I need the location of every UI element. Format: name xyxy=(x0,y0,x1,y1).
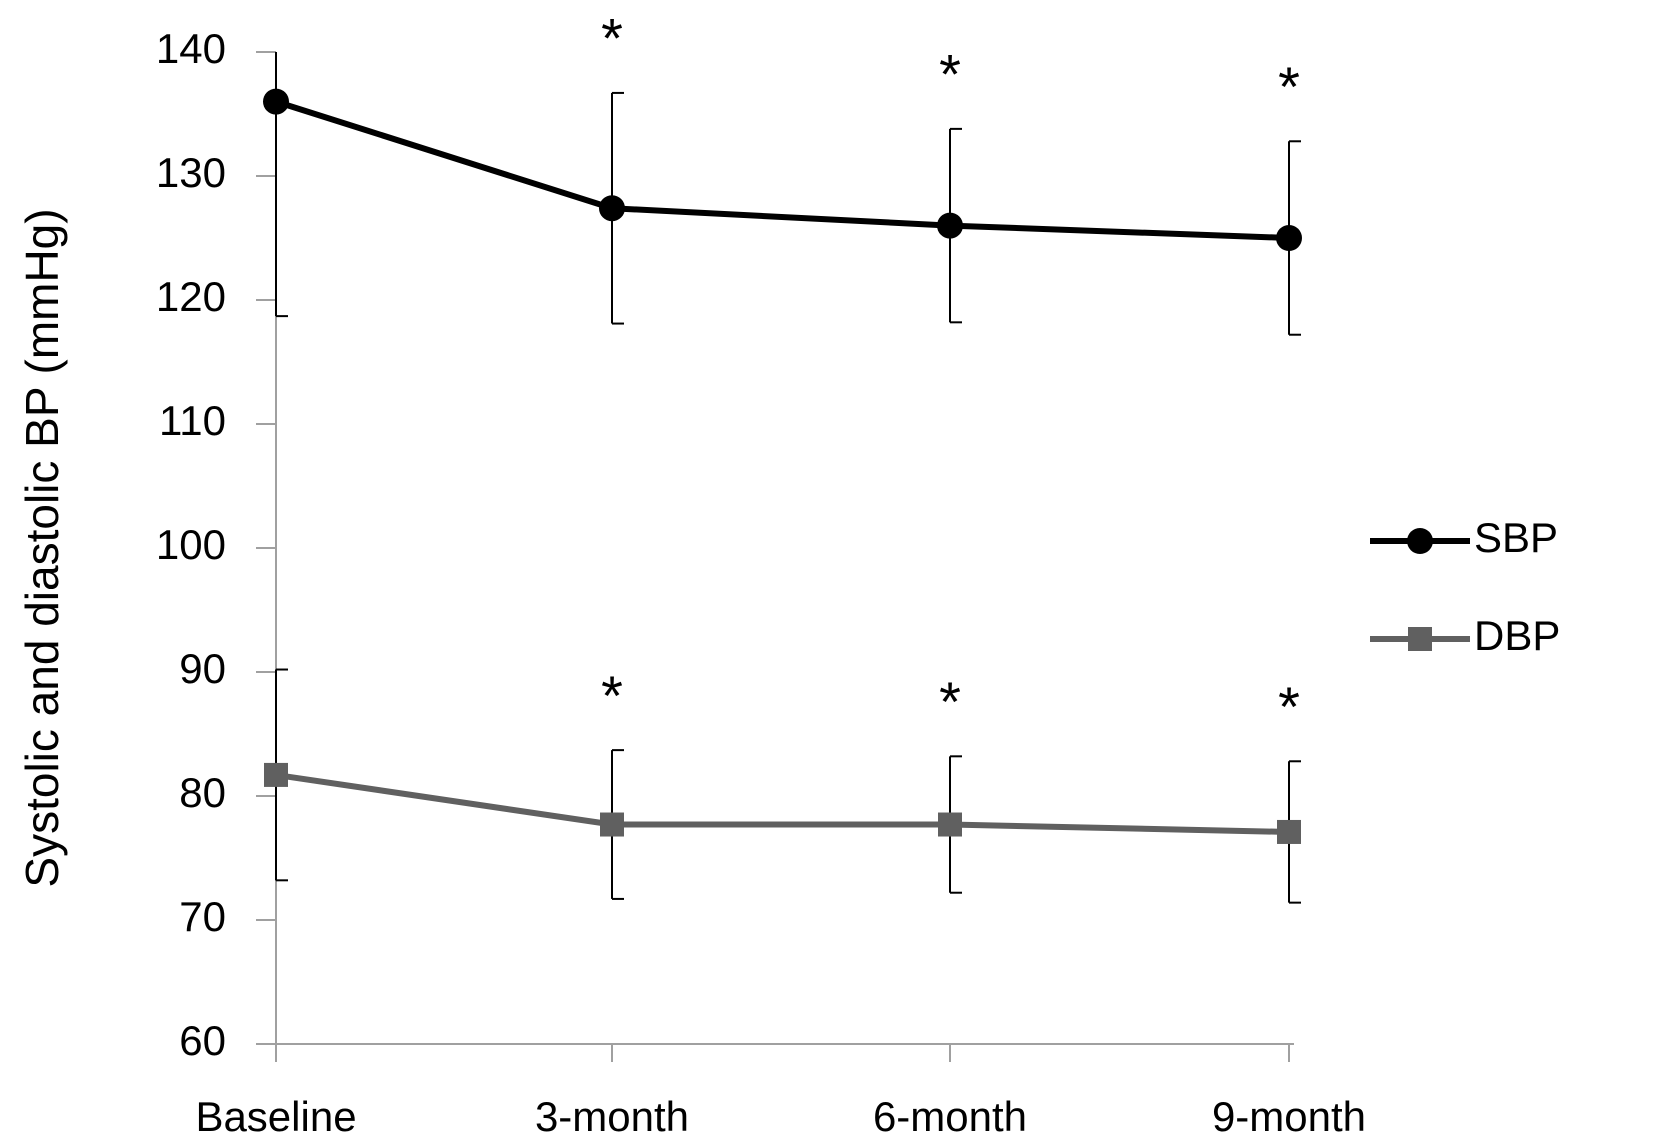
data-point xyxy=(1276,225,1302,251)
significance-marker: * xyxy=(1278,675,1300,738)
x-tick-label: 9-month xyxy=(1212,1093,1366,1140)
plot-area xyxy=(275,52,1301,904)
data-point xyxy=(599,195,625,222)
y-tick-label: 130 xyxy=(156,149,226,196)
y-axis-title: Systolic and diastolic BP (mmHg) xyxy=(16,208,68,887)
significance-marker: * xyxy=(1278,55,1300,118)
data-point xyxy=(264,762,288,787)
series-line xyxy=(275,771,1290,835)
y-tick-label: 120 xyxy=(156,273,226,320)
significance-marker: * xyxy=(601,7,623,70)
y-tick-label: 110 xyxy=(159,397,226,444)
series-line xyxy=(275,98,1290,241)
x-tick-label: 3-month xyxy=(535,1093,689,1140)
legend-marker xyxy=(1408,627,1432,651)
y-tick-label: 70 xyxy=(179,893,226,940)
data-point xyxy=(938,812,962,837)
legend-marker xyxy=(1407,528,1433,554)
data-point xyxy=(1277,819,1301,844)
legend-label: SBP xyxy=(1474,514,1558,561)
y-tick-label: 140 xyxy=(156,25,226,72)
data-point xyxy=(937,212,963,239)
y-tick-label: 100 xyxy=(156,521,226,568)
y-tick-label: 60 xyxy=(179,1017,226,1064)
significance-marker: * xyxy=(939,43,961,106)
error-bar xyxy=(275,52,288,318)
significance-marker: * xyxy=(939,670,961,733)
x-tick-label: Baseline xyxy=(195,1093,356,1140)
data-point xyxy=(263,88,289,115)
y-tick-label: 80 xyxy=(179,769,226,816)
y-tick-label: 90 xyxy=(179,645,226,692)
significance-marker: * xyxy=(601,664,623,727)
data-point xyxy=(600,812,624,837)
x-tick-label: 6-month xyxy=(873,1093,1027,1140)
legend-label: DBP xyxy=(1474,612,1560,659)
